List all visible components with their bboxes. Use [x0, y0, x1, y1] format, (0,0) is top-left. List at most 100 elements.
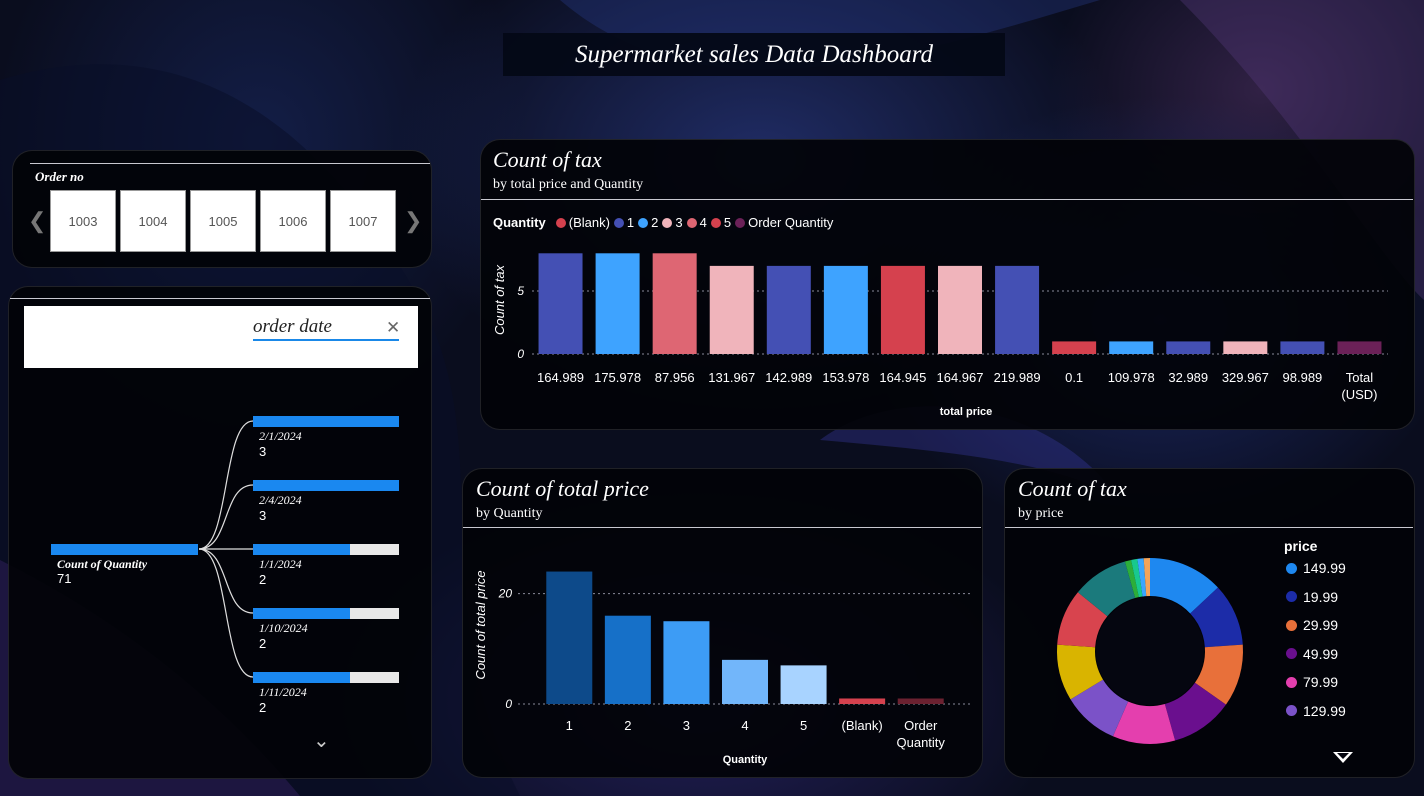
tree-connectors	[198, 420, 254, 678]
x-tick-label: 3	[683, 718, 690, 733]
pie-legend-item[interactable]: 49.99	[1286, 646, 1338, 662]
bar[interactable]	[709, 265, 754, 354]
tree-node-value: 3	[259, 444, 267, 459]
tree-node-bar[interactable]	[253, 672, 399, 683]
slicer-item[interactable]: 1006	[260, 190, 326, 252]
x-tick-label: 329.967	[1222, 370, 1269, 385]
tree-node-label: 2/4/2024	[259, 493, 302, 507]
x-tick-label: 0.1	[1065, 370, 1083, 385]
chart2-subtitle: by Quantity	[476, 506, 543, 521]
search-box[interactable]: order date ✕	[24, 306, 418, 368]
donut-slice[interactable]	[1057, 592, 1108, 648]
legend-dot	[735, 217, 746, 228]
donut-slice[interactable]	[1194, 644, 1243, 705]
x-tick-label: 2	[624, 718, 631, 733]
legend-item[interactable]: 1	[613, 215, 634, 230]
tree-node-value: 2	[259, 636, 267, 651]
bar[interactable]	[1337, 341, 1382, 354]
legend-item[interactable]: 3	[662, 215, 683, 230]
chart3-title: Count of tax	[1018, 476, 1127, 501]
bar[interactable]	[1166, 341, 1211, 354]
legend-item[interactable]: 4	[686, 215, 707, 230]
pie-legend-item[interactable]: 79.99	[1286, 674, 1338, 690]
bar[interactable]	[722, 659, 768, 704]
pie-legend-item[interactable]: 29.99	[1286, 617, 1338, 633]
legend-dot	[638, 217, 649, 228]
legend-title: Quantity	[493, 215, 546, 230]
bar[interactable]	[1223, 341, 1268, 354]
bar[interactable]	[663, 621, 710, 704]
legend-label: 49.99	[1303, 645, 1339, 662]
bar[interactable]	[652, 253, 697, 354]
donut-slice[interactable]	[1112, 701, 1176, 744]
root-bar[interactable]	[51, 544, 198, 555]
legend-item[interactable]: (Blank)	[555, 215, 610, 230]
bar[interactable]	[1109, 341, 1154, 354]
donut-slice[interactable]	[1124, 559, 1139, 599]
donut-slice[interactable]	[1143, 558, 1150, 597]
legend-item[interactable]: Order Quantity	[735, 215, 833, 230]
legend-item[interactable]: 2	[638, 215, 658, 230]
x-tick-label: 32.989	[1168, 370, 1208, 385]
tree-node-bar-remainder	[350, 544, 399, 555]
bar[interactable]	[995, 265, 1040, 354]
x-axis-label: total price	[940, 406, 993, 418]
root-value: 71	[57, 571, 72, 586]
legend-dot	[555, 217, 566, 228]
bar[interactable]	[1052, 341, 1097, 354]
legend-item[interactable]: 5	[710, 215, 731, 230]
search-input[interactable]: order date	[253, 316, 332, 337]
chevron-left-icon[interactable]: ❮	[28, 208, 47, 233]
dashboard-title: Supermarket sales Data Dashboard	[503, 33, 1005, 76]
legend-dot	[662, 217, 673, 228]
x-tick-label: 98.989	[1283, 370, 1323, 385]
tree-node-bar-remainder	[350, 608, 399, 619]
legend-label: 2	[651, 215, 659, 230]
bar[interactable]	[780, 665, 827, 704]
pie-legend-item[interactable]: 19.99	[1286, 589, 1338, 605]
donut-slice[interactable]	[1164, 682, 1226, 741]
tree-node-bar[interactable]	[253, 608, 399, 619]
x-tick-label: (Blank)	[842, 718, 883, 733]
legend-label: 149.99	[1303, 560, 1346, 576]
slicer-item[interactable]: 1007	[330, 190, 396, 252]
x-tick-label: 1	[566, 718, 573, 733]
tree-node-bar[interactable]	[253, 480, 399, 491]
donut-slice[interactable]	[1190, 587, 1243, 648]
slicer-item[interactable]: 1004	[120, 190, 186, 252]
bar[interactable]	[538, 253, 583, 354]
tree-node-value: 2	[259, 700, 267, 715]
donut-slice[interactable]	[1057, 644, 1104, 700]
bar[interactable]	[823, 265, 868, 354]
bar[interactable]	[546, 571, 593, 704]
bar[interactable]	[604, 615, 651, 704]
bar[interactable]	[766, 265, 811, 354]
chevron-down-icon[interactable]: ⌄	[313, 730, 330, 752]
pie-legend-item[interactable]: 129.99	[1286, 703, 1346, 719]
tree-node-bar[interactable]	[253, 544, 399, 555]
slicer-item[interactable]: 1005	[190, 190, 256, 252]
tree-node-bar[interactable]	[253, 416, 399, 427]
bar[interactable]	[938, 265, 982, 354]
chart3-subtitle: by price	[1018, 506, 1064, 521]
bar[interactable]	[880, 265, 925, 354]
y-tick-label: 5	[517, 284, 524, 298]
close-icon[interactable]: ✕	[386, 318, 401, 337]
donut-slice[interactable]	[1137, 558, 1147, 597]
bar[interactable]	[595, 253, 640, 354]
bar[interactable]	[897, 698, 944, 704]
donut-slice[interactable]	[1077, 561, 1136, 617]
bar[interactable]	[1280, 341, 1325, 354]
bar[interactable]	[839, 698, 886, 704]
tree-node-label: 1/11/2024	[259, 685, 307, 699]
slicer-item[interactable]: 1003	[50, 190, 116, 252]
legend-label: 19.99	[1303, 588, 1339, 605]
tree-node-bar-remainder	[350, 672, 399, 683]
donut-slice[interactable]	[1131, 558, 1143, 598]
x-tick-label: 4	[741, 718, 748, 733]
x-tick-label: 131.967	[708, 370, 755, 385]
donut-slice[interactable]	[1070, 679, 1129, 737]
donut-slice[interactable]	[1150, 558, 1218, 614]
pie-legend-item[interactable]: 149.99	[1286, 560, 1346, 576]
chevron-right-icon[interactable]: ❯	[404, 208, 423, 233]
